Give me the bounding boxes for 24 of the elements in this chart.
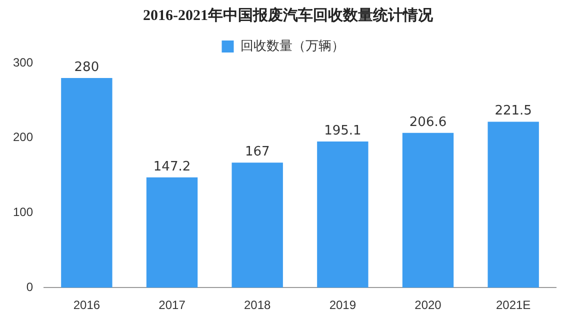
x-tick-label: 2016 [73,298,100,312]
x-tick-label: 2020 [414,298,442,312]
data-label: 206.6 [409,114,447,130]
bar [146,177,198,288]
x-tick-label: 2021E [496,298,531,312]
legend-label: 回收数量（万辆） [240,38,344,54]
bar [317,142,368,288]
bar [402,132,454,288]
bar [488,122,539,288]
x-tick-label: 2019 [329,298,356,312]
y-tick-label: 200 [12,130,34,144]
chart-title: 2016-2021年中国报废汽车回收数量统计情况 [142,6,434,25]
bar [61,78,112,288]
data-label: 221.5 [494,104,532,119]
data-label: 280 [74,60,100,75]
x-tick-label: 2017 [158,298,186,312]
x-tick-label: 2018 [244,298,272,312]
y-tick-label: 100 [12,205,34,220]
bar [232,162,283,288]
y-tick-label: 0 [26,280,34,294]
y-tick-label: 300 [12,55,34,70]
data-label: 195.1 [324,123,362,138]
data-label: 167 [244,144,270,160]
data-label: 147.2 [153,159,191,174]
